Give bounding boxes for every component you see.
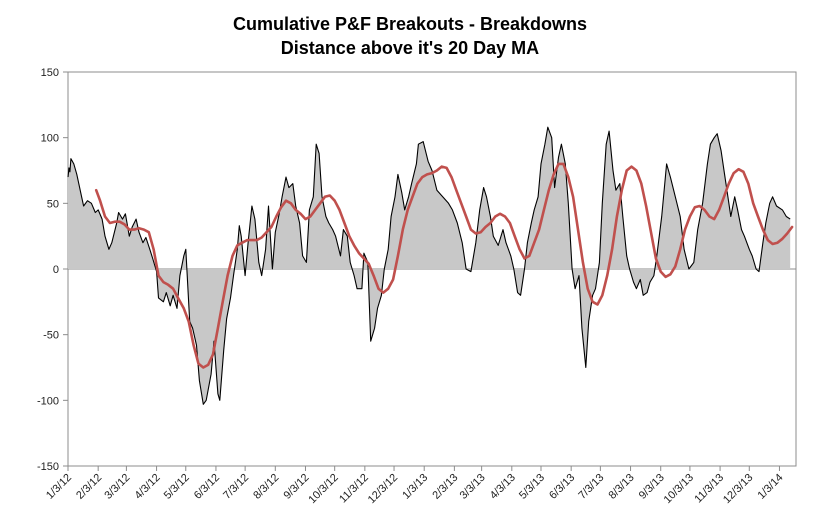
x-tick-label: 7/3/12 [221, 472, 251, 502]
x-tick-label: 6/3/12 [192, 472, 222, 502]
chart-subtitle: Distance above it's 20 Day MA [281, 38, 539, 58]
x-tick-label: 12/3/12 [366, 472, 400, 506]
y-tick-label: 50 [47, 198, 59, 210]
y-tick-label: 100 [41, 133, 59, 145]
x-tick-label: 12/3/13 [721, 472, 755, 506]
x-tick-label: 3/3/13 [458, 472, 488, 502]
x-tick-label: 8/3/12 [251, 472, 281, 502]
x-tick-label: 4/3/13 [488, 472, 518, 502]
x-tick-label: 11/3/12 [337, 472, 371, 506]
y-tick-label: -150 [37, 461, 59, 473]
x-tick-label: 10/3/13 [662, 472, 696, 506]
series-area-fill [68, 127, 791, 405]
x-tick-label: 6/3/13 [547, 472, 577, 502]
y-tick-label: -50 [43, 330, 59, 342]
x-tick-label: 1/3/13 [400, 472, 430, 502]
x-tick-label: 4/3/12 [133, 472, 163, 502]
x-tick-label: 2/3/12 [74, 472, 104, 502]
x-tick-label: 11/3/13 [692, 472, 726, 506]
x-tick-label: 1/3/12 [44, 472, 74, 502]
y-tick-label: -100 [37, 395, 59, 407]
series-ma-line [94, 162, 794, 369]
chart-title: Cumulative P&F Breakouts - Breakdowns [233, 14, 587, 34]
x-tick-label: 7/3/13 [576, 472, 606, 502]
x-tick-label: 2/3/13 [430, 472, 460, 502]
x-tick-label: 10/3/12 [306, 472, 340, 506]
series-breakouts-line [67, 126, 791, 405]
x-tick-label: 1/3/14 [755, 472, 785, 502]
x-tick-label: 5/3/12 [162, 472, 192, 502]
x-tick-label: 3/3/12 [102, 472, 132, 502]
y-tick-label: 0 [53, 264, 59, 276]
y-tick-label: 150 [41, 67, 59, 79]
x-tick-label: 5/3/13 [517, 472, 547, 502]
x-tick-label: 8/3/13 [607, 472, 637, 502]
